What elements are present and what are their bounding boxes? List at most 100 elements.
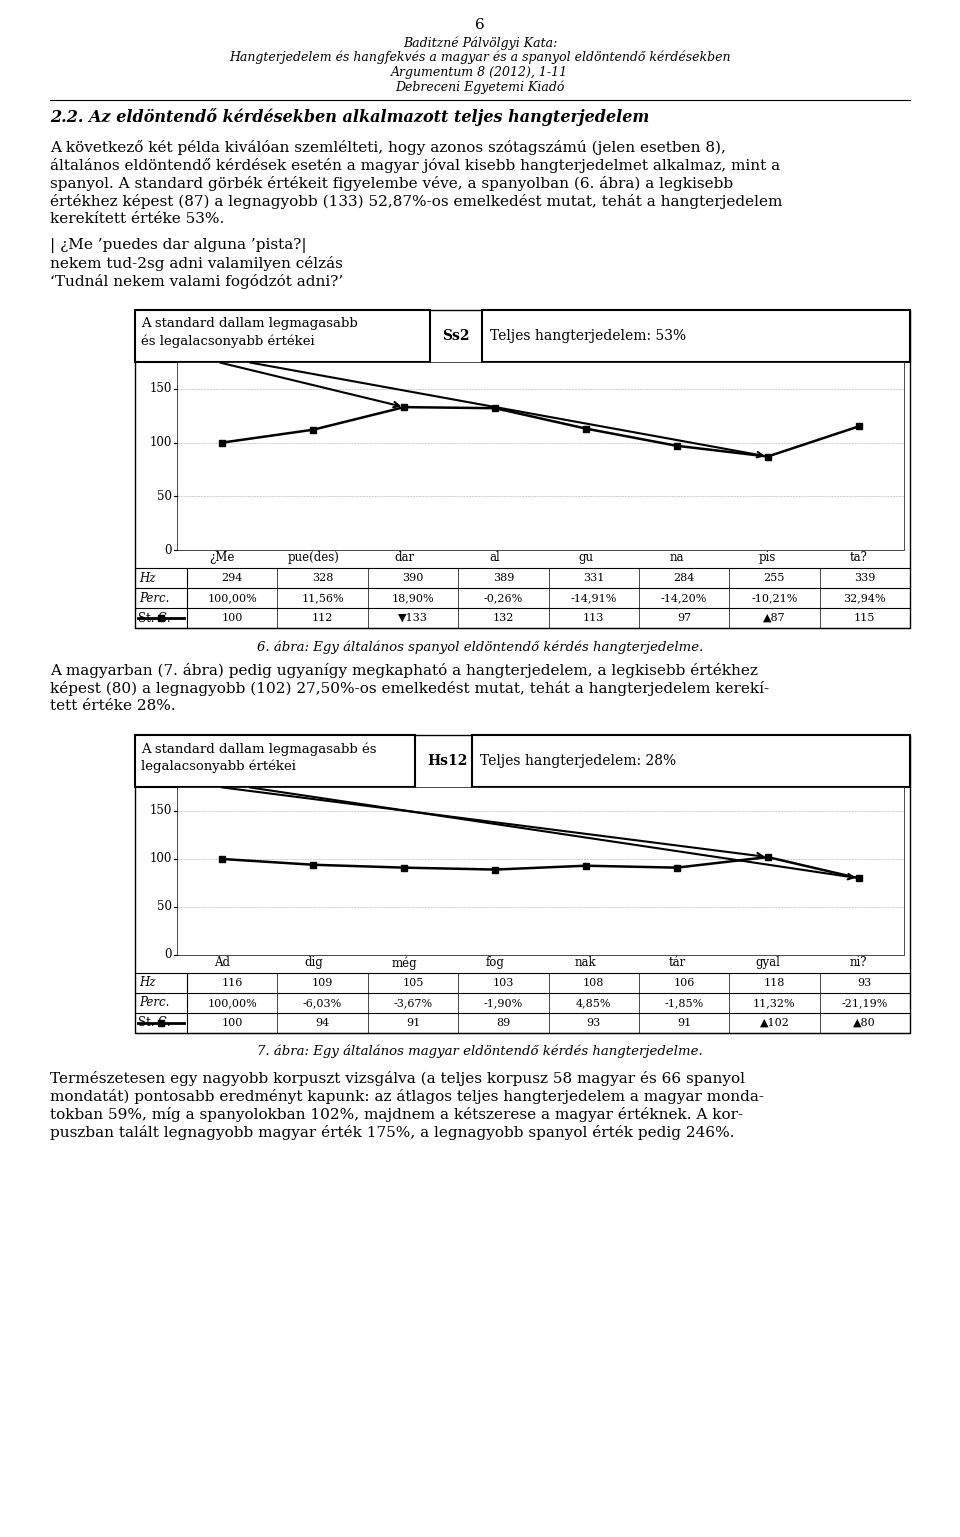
Text: 93: 93 [857,978,872,988]
Text: nak: nak [575,956,597,968]
Text: na: na [669,550,684,564]
Text: 11,56%: 11,56% [301,593,344,603]
Text: 11,32%: 11,32% [754,998,796,1008]
Text: tár: tár [668,956,685,968]
Text: St. C.: St. C. [138,1016,171,1030]
Text: -1,90%: -1,90% [484,998,523,1008]
Text: pue(des): pue(des) [287,550,339,564]
Text: | ¿Me ’puedes dar alguna ’pista?|: | ¿Me ’puedes dar alguna ’pista?| [50,238,306,254]
Text: 100,00%: 100,00% [207,593,257,603]
Text: 91: 91 [677,1017,691,1028]
Text: ¿Me: ¿Me [209,550,235,564]
Bar [135,735,910,1033]
Text: 18,90%: 18,90% [392,593,434,603]
Text: Hz: Hz [139,572,156,584]
Text: -1,85%: -1,85% [664,998,704,1008]
Text: 255: 255 [764,573,785,583]
Text: dar: dar [395,550,415,564]
Text: 91: 91 [406,1017,420,1028]
Bar [135,310,910,629]
Text: gyal: gyal [756,956,780,968]
Text: kerekített értéke 53%.: kerekített értéke 53%. [50,212,225,226]
Text: Teljes hangterjedelem: 28%: Teljes hangterjedelem: 28% [480,755,676,768]
Text: 106: 106 [673,978,695,988]
Text: 100: 100 [150,853,172,865]
Text: 389: 389 [492,573,514,583]
Text: 2.2. Az eldöntendő kérdésekben alkalmazott teljes hangterjedelem: 2.2. Az eldöntendő kérdésekben alkalmazo… [50,108,649,126]
Text: -14,91%: -14,91% [570,593,617,603]
Text: 294: 294 [222,573,243,583]
Text: Perc.: Perc. [139,592,169,604]
Text: 100: 100 [222,613,243,622]
Text: A standard dallam legmagasabb és
legalacsonyabb értékei: A standard dallam legmagasabb és legalac… [141,742,376,773]
Text: Teljes hangterjedelem: 53%: Teljes hangterjedelem: 53% [490,329,686,343]
Bar [177,787,904,954]
Text: dig: dig [304,956,323,968]
Text: 6: 6 [475,18,485,32]
Text: 132: 132 [492,613,514,622]
Text: tett értéke 28%.: tett értéke 28%. [50,699,176,713]
Text: Ad: Ad [214,956,230,968]
Text: 97: 97 [677,613,691,622]
Text: puszban talált legnagyobb magyar érték 175%, a legnagyobb spanyol érték pedig 24: puszban talált legnagyobb magyar érték 1… [50,1125,734,1140]
Text: értékhez képest (87) a legnagyobb (133) 52,87%-os emelkedést mutat, tehát a hang: értékhez képest (87) a legnagyobb (133) … [50,194,782,209]
Text: -21,19%: -21,19% [842,998,888,1008]
Text: 4,85%: 4,85% [576,998,612,1008]
Bar [177,363,904,550]
Text: még: még [392,956,417,970]
Text: 116: 116 [222,978,243,988]
Text: ▲102: ▲102 [759,1017,789,1028]
Text: A magyarban (7. ábra) pedig ugyanígy megkapható a hangterjedelem, a legkisebb ér: A magyarban (7. ábra) pedig ugyanígy meg… [50,662,757,678]
Text: 328: 328 [312,573,333,583]
Text: Természetesen egy nagyobb korpuszt vizsgálva (a teljes korpusz 58 magyar és 66 s: Természetesen egy nagyobb korpuszt vizsg… [50,1071,745,1087]
Text: 89: 89 [496,1017,511,1028]
Text: -10,21%: -10,21% [752,593,798,603]
Text: 103: 103 [492,978,514,988]
Text: 109: 109 [312,978,333,988]
Bar [482,310,910,363]
Bar [135,310,430,363]
Text: ‘Tudnál nekem valami fogódzót adni?’: ‘Tudnál nekem valami fogódzót adni?’ [50,274,344,289]
Text: 339: 339 [854,573,876,583]
Text: 50: 50 [157,490,172,503]
Text: gu: gu [579,550,593,564]
Text: ni?: ni? [850,956,867,968]
Text: általános eldöntendő kérdések esetén a magyar jóval kisebb hangterjedelmet alkal: általános eldöntendő kérdések esetén a m… [50,158,780,174]
Text: 100: 100 [150,437,172,449]
Text: Perc.: Perc. [139,996,169,1010]
Text: nekem tud-2sg adni valamilyen célzás: nekem tud-2sg adni valamilyen célzás [50,257,343,271]
Text: al: al [490,550,500,564]
Text: -0,26%: -0,26% [484,593,523,603]
Text: ▼133: ▼133 [398,613,428,622]
Text: 284: 284 [673,573,695,583]
Text: Hangterjedelem és hangfekvés a magyar és a spanyol eldöntendő kérdésekben: Hangterjedelem és hangfekvés a magyar és… [229,51,731,65]
Text: 50: 50 [157,901,172,913]
Text: 115: 115 [854,613,876,622]
Text: tokban 59%, míg a spanyolokban 102%, majdnem a kétszerese a magyar értéknek. A k: tokban 59%, míg a spanyolokban 102%, maj… [50,1107,743,1122]
Text: 150: 150 [150,804,172,818]
Text: Baditzné Pálvölgyi Kata:: Baditzné Pálvölgyi Kata: [403,35,557,49]
Text: 7. ábra: Egy általános magyar eldöntendő kérdés hangterjedelme.: 7. ábra: Egy általános magyar eldöntendő… [257,1045,703,1059]
Text: 331: 331 [583,573,605,583]
Text: Hs12: Hs12 [427,755,468,768]
Text: A következő két példa kiválóan szemlélteti, hogy azonos szótagszámú (jelen esetb: A következő két példa kiválóan szemlélte… [50,140,726,155]
Text: 0: 0 [164,544,172,556]
Text: 93: 93 [587,1017,601,1028]
Text: Ss2: Ss2 [442,329,469,343]
Text: ▲87: ▲87 [763,613,785,622]
Bar [472,735,910,787]
Text: -3,67%: -3,67% [394,998,433,1008]
Text: ▲80: ▲80 [853,1017,876,1028]
Text: St. C.: St. C. [138,612,171,624]
Text: 0: 0 [164,948,172,962]
Text: képest (80) a legnagyobb (102) 27,50%-os emelkedést mutat, tehát a hangterjedele: képest (80) a legnagyobb (102) 27,50%-os… [50,681,769,696]
Text: A standard dallam legmagasabb
és legalacsonyabb értékei: A standard dallam legmagasabb és legalac… [141,317,358,347]
Text: 32,94%: 32,94% [844,593,886,603]
Text: -6,03%: -6,03% [303,998,342,1008]
Text: ta?: ta? [850,550,868,564]
Text: 100,00%: 100,00% [207,998,257,1008]
Text: 105: 105 [402,978,423,988]
Text: Hz: Hz [139,976,156,990]
Text: 108: 108 [583,978,605,988]
Text: -14,20%: -14,20% [660,593,708,603]
